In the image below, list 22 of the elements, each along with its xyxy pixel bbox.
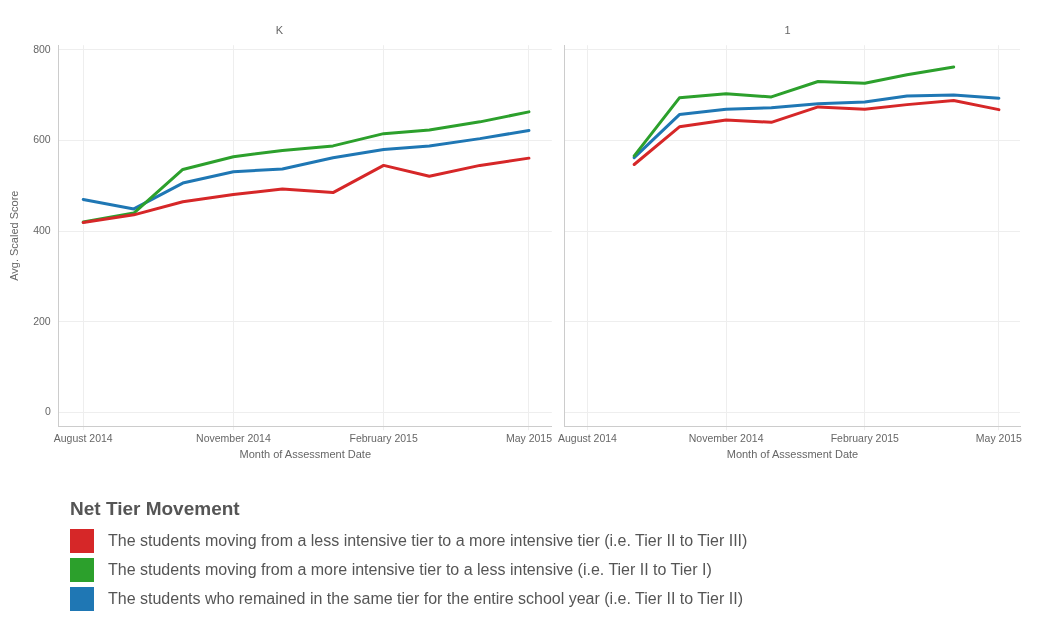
y-tick-label: 600 [33, 133, 51, 146]
x-tick-label: August 2014 [53, 432, 113, 445]
x-tick-label: November 2014 [688, 432, 764, 445]
x-tick-label: May 2015 [505, 432, 553, 445]
chart-title: K [275, 23, 284, 36]
x-axis-title: Month of Assessment Date [726, 448, 859, 461]
y-tick-label: 200 [33, 314, 51, 327]
chart-title: 1 [784, 23, 791, 36]
legend-title: Net Tier Movement [70, 498, 241, 520]
x-axis-title: Month of Assessment Date [239, 448, 371, 461]
y-tick-label: 800 [33, 42, 51, 55]
y-tick-label: 0 [44, 405, 51, 418]
x-tick-label: February 2015 [349, 432, 418, 445]
legend-label: The students moving from a more intensive tier to a less intensive (i.e. Tier II to Tier I) [108, 560, 712, 579]
x-tick-label: August 2014 [558, 432, 618, 445]
x-tick-label: February 2015 [830, 432, 900, 445]
x-tick-label: May 2015 [975, 432, 1023, 445]
y-axis-title: Avg. Scaled Score [7, 190, 20, 281]
legend-label: The students who remained in the same tier for the entire school year (i.e. Tier II to Tier II) [108, 589, 743, 608]
x-tick-label: November 2014 [196, 432, 271, 445]
y-tick-label: 400 [33, 224, 51, 237]
legend-label: The students moving from a less intensive tier to a more intensive tier (i.e. Tier II to Tier III) [108, 531, 748, 550]
